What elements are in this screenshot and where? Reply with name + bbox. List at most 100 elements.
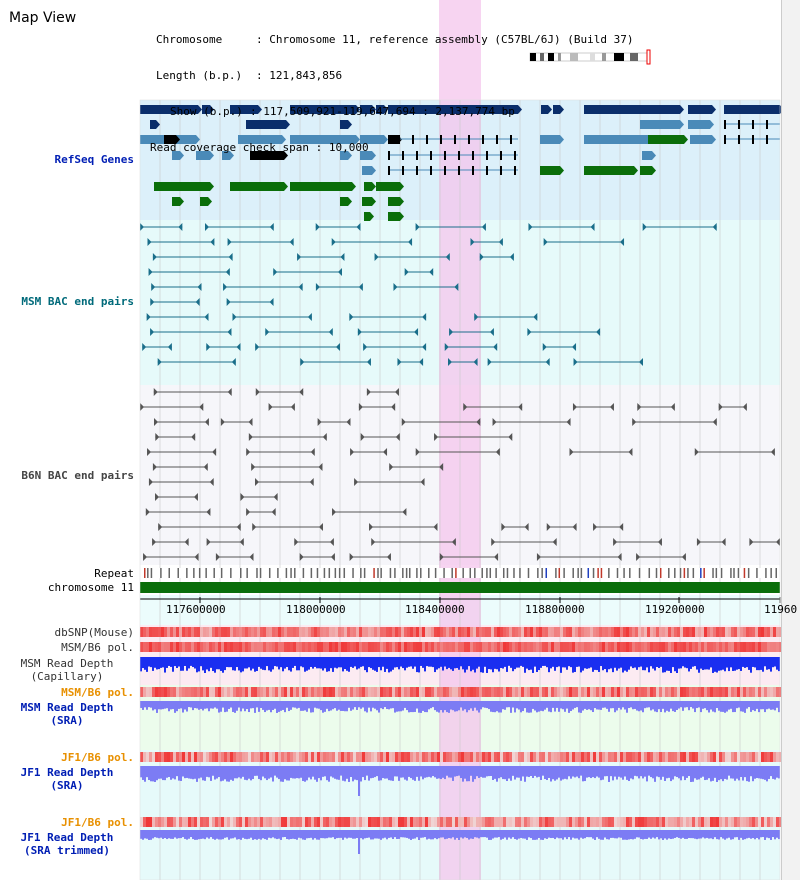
heat-cell xyxy=(572,752,575,762)
heat-cell xyxy=(203,627,206,637)
heat-cell xyxy=(653,817,656,827)
depth-bar xyxy=(264,657,266,671)
gene-block xyxy=(172,151,180,160)
depth-bar xyxy=(766,657,768,670)
refseq-genes-label[interactable]: RefSeq Genes xyxy=(54,153,134,166)
heat-cell xyxy=(185,642,188,652)
heat-cell xyxy=(686,817,689,827)
heat-cell xyxy=(635,817,638,827)
depth-bar xyxy=(464,766,466,779)
depth-bar xyxy=(244,766,246,780)
page-title: Map View xyxy=(9,10,77,26)
depth-bar xyxy=(352,766,354,782)
heat-cell xyxy=(386,817,389,827)
depth-bar xyxy=(426,701,428,713)
depth-bar xyxy=(588,657,590,669)
depth-bar xyxy=(256,766,258,776)
depth-bar xyxy=(316,830,318,840)
depth-bar xyxy=(410,657,412,667)
heat-cell xyxy=(191,752,194,762)
depth-bar xyxy=(252,766,254,780)
heat-cell xyxy=(560,752,563,762)
depth-bar xyxy=(156,830,158,838)
bac-end-marker xyxy=(536,553,541,561)
depth-bar xyxy=(566,766,568,780)
heat-cell xyxy=(563,687,566,697)
heat-cell xyxy=(614,642,617,652)
heat-cell xyxy=(566,642,569,652)
depth-bar xyxy=(310,766,312,780)
heat-cell xyxy=(593,817,596,827)
depth-bar xyxy=(170,766,172,780)
depth-bar xyxy=(288,701,290,712)
depth-bar xyxy=(468,657,470,667)
depth-bar xyxy=(156,701,158,713)
depth-bar xyxy=(232,701,234,712)
depth-bar xyxy=(660,657,662,667)
bac-end-marker xyxy=(265,328,270,336)
depth-bar xyxy=(582,657,584,671)
depth-bar xyxy=(656,701,658,713)
heat-cell xyxy=(482,627,485,637)
heat-cell xyxy=(419,642,422,652)
depth-bar xyxy=(664,657,666,673)
heat-cell xyxy=(362,817,365,827)
depth-bar xyxy=(652,830,654,838)
depth-bar xyxy=(168,701,170,712)
gene-block xyxy=(150,120,156,129)
depth-bar xyxy=(414,701,416,712)
heat-cell xyxy=(530,642,533,652)
msm-bac-label[interactable]: MSM BAC end pairs xyxy=(21,295,134,308)
depth-bar xyxy=(162,701,164,710)
depth-bar xyxy=(678,830,680,838)
depth-bar xyxy=(190,701,192,708)
depth-bar xyxy=(702,657,704,671)
depth-bar xyxy=(778,701,780,713)
heat-cell xyxy=(164,687,167,697)
depth-bar xyxy=(466,830,468,838)
bac-end-marker xyxy=(694,448,699,456)
depth-bar xyxy=(672,701,674,712)
depth-bar xyxy=(348,766,350,782)
depth-bar xyxy=(624,766,626,777)
heat-cell xyxy=(572,627,575,637)
depth-bar xyxy=(244,830,246,839)
depth-bar xyxy=(744,657,746,668)
bac-end-marker xyxy=(255,343,260,351)
scrollbar[interactable] xyxy=(781,0,800,880)
depth-bar xyxy=(448,766,450,778)
gene-arrow xyxy=(176,135,180,144)
depth-bar xyxy=(438,830,440,839)
depth-bar xyxy=(456,657,458,669)
ideogram-band xyxy=(590,53,595,61)
gene-arrow xyxy=(680,105,684,114)
heat-cell xyxy=(728,817,731,827)
depth-bar xyxy=(656,830,658,838)
gene-block xyxy=(376,105,384,114)
depth-bar xyxy=(500,701,502,713)
heat-cell xyxy=(731,642,734,652)
depth-bar xyxy=(364,701,366,712)
heat-cell xyxy=(575,687,578,697)
depth-bar xyxy=(174,701,176,713)
depth-bar xyxy=(752,701,754,711)
heat-cell xyxy=(203,752,206,762)
repeat-element xyxy=(328,568,331,578)
heat-cell xyxy=(431,752,434,762)
heat-cell xyxy=(212,752,215,762)
depth-bar xyxy=(624,657,626,671)
heat-cell xyxy=(719,817,722,827)
bac-end-marker xyxy=(143,553,148,561)
heat-cell xyxy=(623,687,626,697)
heat-cell xyxy=(746,817,749,827)
gene-block xyxy=(688,105,712,114)
heat-cell xyxy=(779,627,782,637)
bac-end-marker xyxy=(227,238,232,246)
depth-bar xyxy=(386,657,388,669)
depth-bar xyxy=(560,766,562,781)
repeat-element xyxy=(481,568,483,578)
heat-cell xyxy=(305,687,308,697)
depth-bar xyxy=(284,766,286,780)
heat-cell xyxy=(674,642,677,652)
b6n-bac-label[interactable]: B6N BAC end pairs xyxy=(21,469,134,482)
